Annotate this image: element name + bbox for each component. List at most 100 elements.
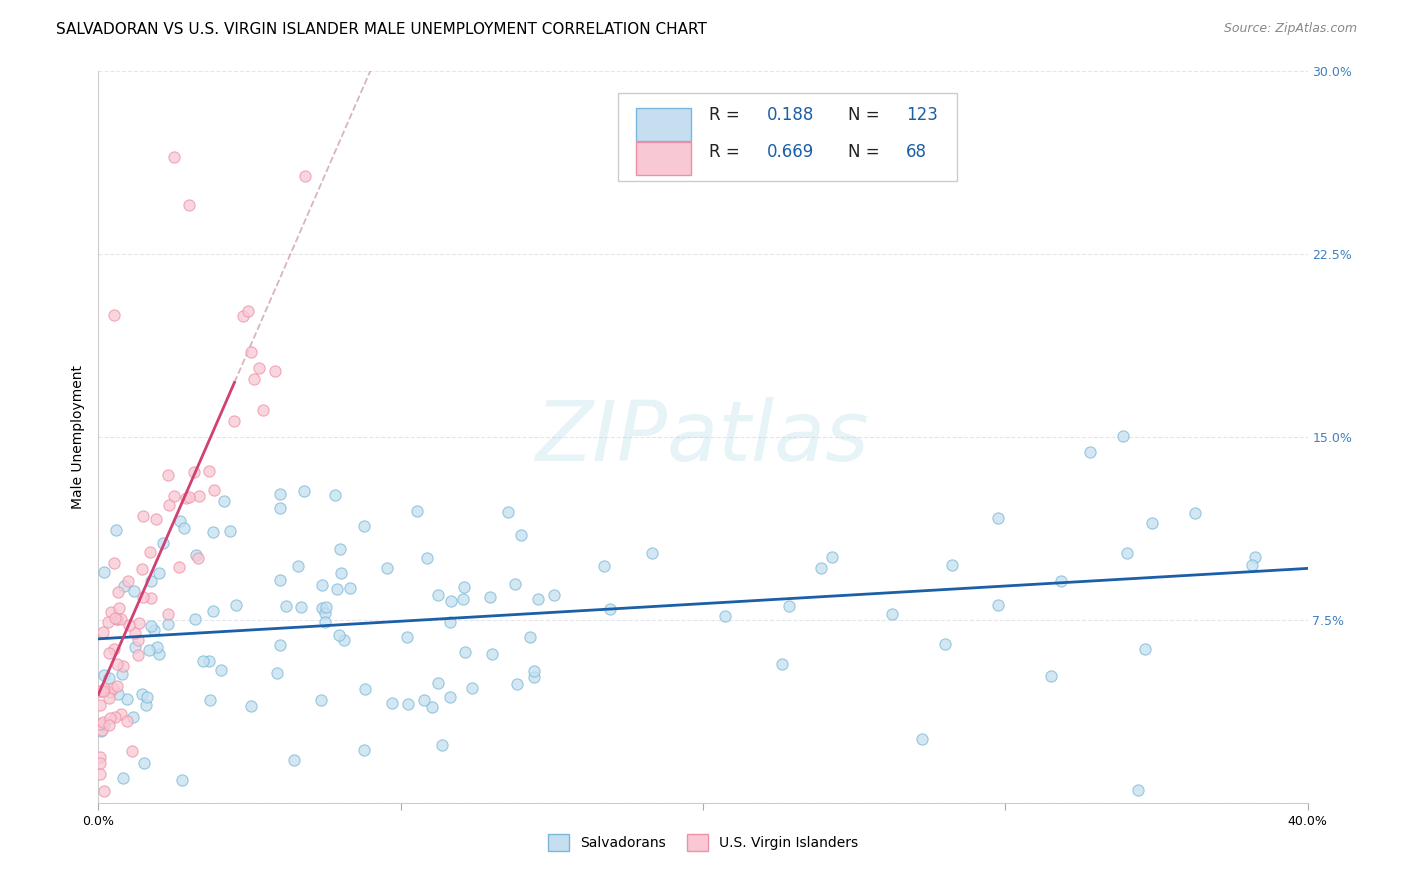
Point bbox=[169, 514, 191, 528]
Point bbox=[124, 640, 146, 655]
Text: N =: N = bbox=[848, 106, 884, 124]
Point bbox=[232, 309, 254, 323]
Point bbox=[323, 488, 346, 502]
Point bbox=[103, 556, 125, 570]
Point bbox=[287, 558, 309, 573]
Point bbox=[156, 607, 179, 621]
Point bbox=[509, 528, 531, 542]
Point bbox=[139, 619, 162, 633]
Point bbox=[104, 710, 127, 724]
Point bbox=[110, 611, 132, 625]
Point bbox=[104, 611, 127, 625]
Point bbox=[406, 503, 429, 517]
Point bbox=[89, 756, 111, 771]
Point bbox=[880, 607, 903, 621]
Point bbox=[111, 659, 134, 673]
Point bbox=[1243, 550, 1265, 565]
Point bbox=[422, 700, 444, 714]
Point bbox=[911, 731, 934, 746]
Point bbox=[179, 490, 201, 504]
Point bbox=[107, 601, 129, 615]
Point bbox=[478, 590, 501, 604]
Point bbox=[810, 561, 832, 575]
Point bbox=[381, 696, 404, 710]
Point bbox=[117, 574, 139, 588]
Point bbox=[496, 506, 519, 520]
Point bbox=[311, 578, 333, 592]
Point bbox=[202, 483, 225, 497]
Point bbox=[98, 711, 121, 725]
Point bbox=[200, 693, 222, 707]
Point bbox=[294, 169, 316, 183]
Point bbox=[91, 625, 114, 640]
Point bbox=[121, 710, 143, 724]
Point bbox=[98, 718, 121, 732]
Point bbox=[89, 698, 111, 712]
Point bbox=[519, 630, 541, 644]
Point bbox=[198, 464, 221, 478]
Point bbox=[1115, 546, 1137, 560]
Point bbox=[1080, 444, 1102, 458]
Point bbox=[163, 489, 186, 503]
Y-axis label: Male Unemployment: Male Unemployment bbox=[72, 365, 86, 509]
Point bbox=[430, 738, 453, 752]
Point bbox=[503, 577, 526, 591]
Text: Source: ZipAtlas.com: Source: ZipAtlas.com bbox=[1223, 22, 1357, 36]
Point bbox=[375, 560, 398, 574]
Point bbox=[778, 599, 800, 613]
Point bbox=[156, 617, 179, 632]
Point bbox=[242, 372, 264, 386]
Point bbox=[453, 591, 475, 606]
Point bbox=[249, 360, 271, 375]
Point bbox=[131, 590, 153, 604]
Point bbox=[523, 670, 546, 684]
Point bbox=[329, 541, 352, 556]
Point bbox=[157, 498, 180, 512]
Point bbox=[713, 609, 735, 624]
Point bbox=[101, 681, 124, 695]
Point bbox=[115, 714, 138, 728]
Point bbox=[543, 588, 565, 602]
Point bbox=[1184, 506, 1206, 520]
Point bbox=[314, 606, 336, 620]
Point bbox=[184, 548, 207, 562]
Point bbox=[1241, 558, 1264, 572]
Point bbox=[311, 600, 333, 615]
Point bbox=[339, 581, 361, 595]
Point bbox=[127, 633, 149, 648]
Point bbox=[112, 579, 135, 593]
Point bbox=[527, 592, 550, 607]
Point bbox=[396, 697, 419, 711]
Point bbox=[240, 698, 263, 713]
Point bbox=[987, 510, 1010, 524]
Text: 68: 68 bbox=[905, 143, 927, 161]
Point bbox=[187, 550, 209, 565]
Point bbox=[426, 676, 449, 690]
Point bbox=[121, 744, 143, 758]
Point bbox=[91, 684, 114, 698]
Point bbox=[91, 723, 114, 737]
Point bbox=[98, 671, 121, 685]
Point bbox=[987, 598, 1010, 612]
Point bbox=[218, 524, 240, 539]
Text: 0.669: 0.669 bbox=[768, 143, 814, 161]
Point bbox=[770, 657, 793, 671]
Point bbox=[269, 638, 291, 652]
Point bbox=[269, 487, 291, 501]
Point bbox=[124, 626, 146, 640]
Point bbox=[170, 772, 193, 787]
Point bbox=[148, 566, 170, 581]
Point bbox=[353, 743, 375, 757]
Point bbox=[941, 558, 963, 572]
Point bbox=[184, 612, 207, 626]
Point bbox=[314, 615, 336, 630]
Point bbox=[135, 698, 157, 712]
Point bbox=[138, 545, 160, 559]
Point bbox=[139, 574, 162, 588]
Point bbox=[93, 783, 115, 797]
Point bbox=[183, 465, 205, 479]
Point bbox=[413, 692, 436, 706]
Point bbox=[179, 198, 201, 212]
Point bbox=[89, 750, 111, 764]
Point bbox=[523, 664, 546, 678]
